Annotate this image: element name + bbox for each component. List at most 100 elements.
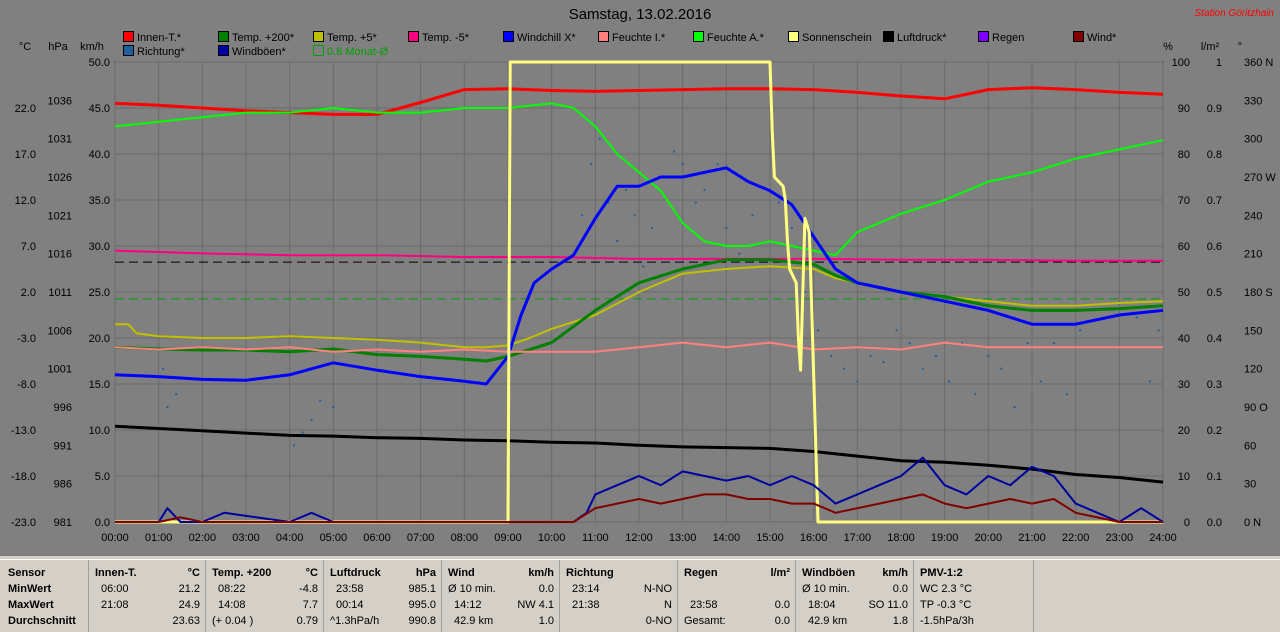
- legend-label: 0.8 Monat-Ø: [327, 46, 389, 58]
- rain-tick-label: 0.4: [1207, 333, 1222, 345]
- stat-temp-unit: °C: [305, 567, 318, 579]
- direction-point: [1065, 393, 1068, 396]
- direction-point: [716, 163, 719, 166]
- time-tick-label: 21:00: [1018, 532, 1046, 544]
- hpa-tick-label: 1006: [48, 325, 72, 337]
- direction-point: [895, 329, 898, 332]
- stat-wind-row1-value: 0.0: [538, 583, 554, 595]
- series-line: [115, 456, 1164, 523]
- legend-label: Feuchte A.*: [707, 32, 764, 44]
- stat-boen-max-time: 18:04: [808, 599, 836, 611]
- time-tick-label: 13:00: [669, 532, 697, 544]
- time-tick-label: 18:00: [887, 532, 915, 544]
- stat-innen-unit: °C: [187, 567, 200, 579]
- direction-point: [1013, 406, 1016, 408]
- direction-point: [843, 367, 846, 370]
- direction-point: [293, 444, 296, 447]
- percent-tick-label: 50: [1178, 287, 1190, 299]
- legend-item: Regen: [978, 31, 1024, 44]
- percent-tick-label: 70: [1178, 195, 1190, 207]
- direction-tick-label: 360 N: [1244, 57, 1273, 69]
- stat-luft-unit: hPa: [415, 567, 436, 579]
- stat-wind-avg-value: 1.0: [538, 615, 554, 627]
- legend-label: Richtung*: [137, 46, 185, 58]
- stat-boen-avg-value: 1.8: [892, 615, 908, 627]
- stat-wind-row1-label: Ø 10 min.: [448, 583, 496, 595]
- axis-header-hpa: hPa: [48, 41, 68, 53]
- direction-tick-label: 180 S: [1244, 287, 1273, 299]
- hpa-tick-label: 1016: [48, 249, 72, 261]
- direction-tick-label: 300: [1244, 134, 1262, 146]
- stat-richtung-header: Richtung: [566, 567, 614, 579]
- direction-point: [1148, 380, 1151, 383]
- stat-wind-max-value: NW 4.1: [517, 599, 554, 611]
- direction-point: [581, 214, 584, 217]
- percent-tick-label: 90: [1178, 103, 1190, 115]
- legend-swatch: [1073, 31, 1084, 42]
- celsius-tick-label: 7.0: [21, 241, 36, 253]
- kmh-tick-label: 15.0: [89, 379, 110, 391]
- direction-point: [633, 214, 636, 217]
- weather-chart: 22.0 17.0 12.0 7.0 2.0 -3.0 -8.0 -13.0 -18.0 -23.…: [11, 41, 1276, 544]
- stat-luft-min-time: 23:58: [336, 583, 364, 595]
- chart-title: Samstag, 13.02.2016: [568, 6, 712, 23]
- rain-tick-label: 0.8: [1207, 149, 1222, 161]
- stat-temp-min-time: 08:22: [218, 583, 246, 595]
- direction-point: [987, 354, 990, 357]
- percent-tick-label: 0: [1184, 517, 1190, 529]
- time-tick-label: 05:00: [320, 532, 348, 544]
- direction-point: [817, 329, 820, 332]
- direction-point: [790, 227, 793, 230]
- hpa-tick-label: 1021: [48, 210, 72, 222]
- stat-boen-row1-value: 0.0: [892, 583, 908, 595]
- stat-regen-unit: l/m²: [770, 567, 790, 579]
- direction-point: [908, 342, 911, 345]
- direction-point: [948, 380, 951, 383]
- direction-tick-label: 210: [1244, 249, 1262, 261]
- hpa-tick-label: 996: [54, 402, 72, 414]
- stat-richtung-row1-time: 23:14: [572, 583, 600, 595]
- direction-point: [777, 201, 780, 204]
- percent-tick-label: 30: [1178, 379, 1190, 391]
- direction-tick-label: 330: [1244, 95, 1262, 107]
- percent-tick-label: 100: [1172, 57, 1190, 69]
- stat-pmv-row3: -1.5hPa/3h: [920, 615, 974, 627]
- series-line: [114, 341, 1163, 353]
- legend-item: Temp. +5*: [313, 31, 377, 44]
- celsius-tick-label: -23.0: [11, 517, 36, 529]
- kmh-tick-label: 25.0: [89, 287, 110, 299]
- stat-temp-max-time: 14:08: [218, 599, 246, 611]
- rain-tick-label: 0.6: [1207, 241, 1222, 253]
- legend-swatch: [313, 45, 324, 56]
- stat-boen-distance: 42.9 km: [808, 615, 848, 627]
- direction-point: [1052, 342, 1055, 345]
- time-tick-label: 00:00: [101, 532, 129, 544]
- direction-tick-label: 240: [1244, 210, 1262, 222]
- axis-header-percent: %: [1163, 41, 1173, 53]
- time-tick-label: 10:00: [538, 532, 566, 544]
- legend-item: Innen-T.*: [123, 31, 181, 44]
- legend-item: Windchill X*: [503, 31, 576, 44]
- hpa-tick-label: 1001: [48, 364, 72, 376]
- stat-wind-distance: 42.9 km: [454, 615, 494, 627]
- direction-point: [166, 406, 169, 408]
- percent-tick-label: 20: [1178, 425, 1190, 437]
- stat-wind-unit: km/h: [528, 567, 554, 579]
- stat-luft-min-value: 985.1: [408, 583, 436, 595]
- time-tick-label: 17:00: [844, 532, 872, 544]
- stat-luft-max-time: 00:14: [336, 599, 364, 611]
- time-tick-label: 03:00: [232, 532, 260, 544]
- stat-header-min: MinWert: [8, 583, 52, 595]
- time-tick-label: 24:00: [1149, 532, 1177, 544]
- hpa-tick-label: 1031: [48, 134, 72, 146]
- chart-area: 22.0 17.0 12.0 7.0 2.0 -3.0 -8.0 -13.0 -18.0 -23.…: [0, 0, 1280, 556]
- direction-tick-label: 150: [1244, 325, 1262, 337]
- direction-point: [1000, 367, 1003, 370]
- direction-point: [961, 342, 964, 345]
- kmh-tick-label: 0.0: [95, 517, 110, 529]
- direction-point: [725, 227, 728, 230]
- stat-innen-header: Innen-T.: [95, 567, 137, 579]
- stat-regen-time: 23:58: [690, 599, 718, 611]
- axis-header-degrees: °: [1238, 41, 1242, 53]
- stat-innen-max-value: 24.9: [178, 599, 200, 611]
